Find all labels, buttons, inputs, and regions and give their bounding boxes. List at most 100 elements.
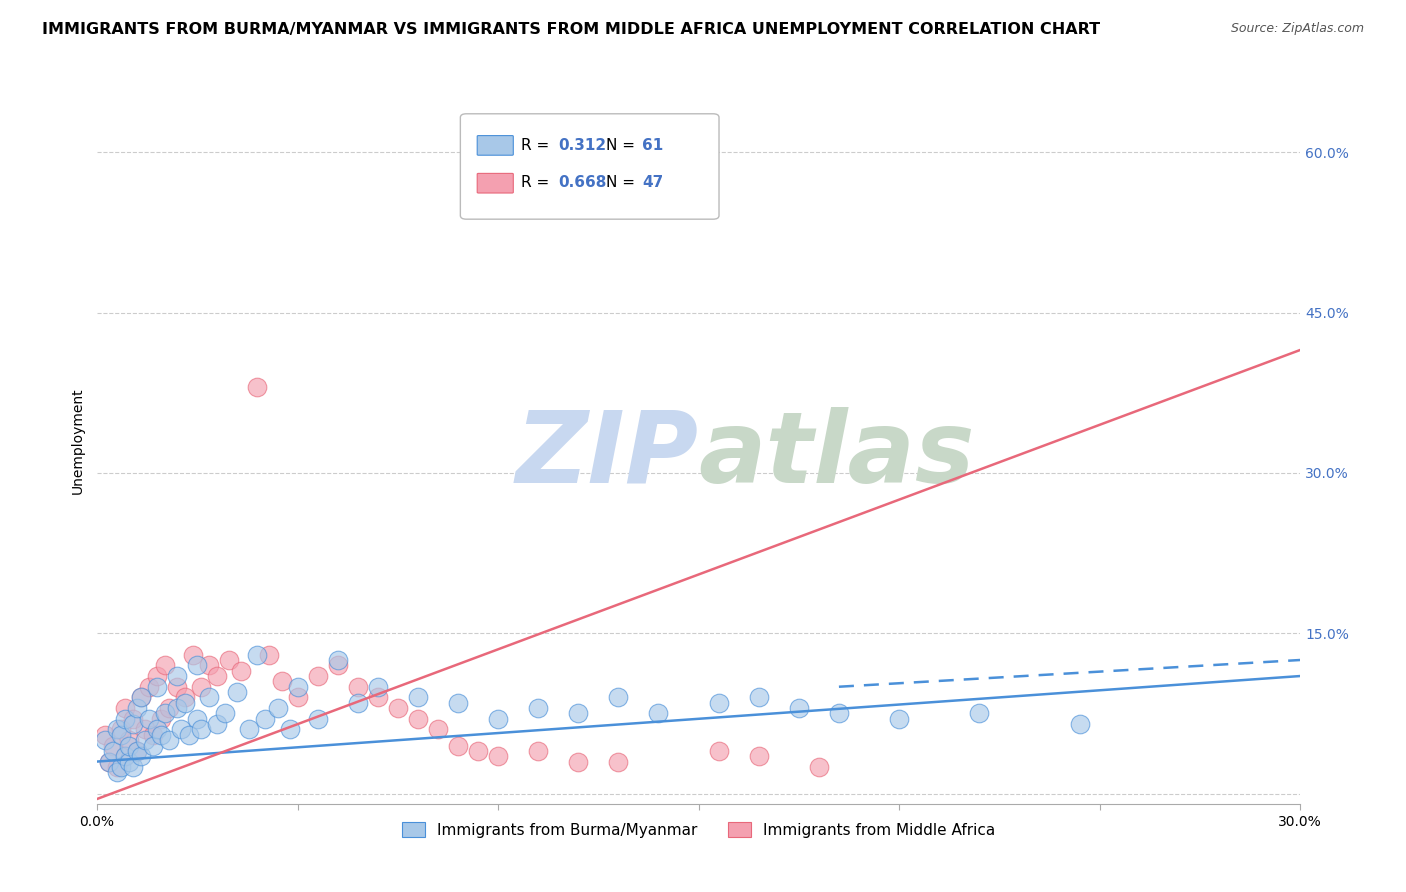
Point xyxy=(326,653,349,667)
Point xyxy=(114,749,136,764)
Point xyxy=(278,723,301,737)
Point xyxy=(287,690,309,705)
Point xyxy=(142,739,165,753)
Point xyxy=(94,728,117,742)
Point xyxy=(127,701,149,715)
Point xyxy=(527,701,550,715)
Point xyxy=(170,723,193,737)
Point xyxy=(118,733,141,747)
Point xyxy=(367,680,389,694)
Point xyxy=(346,680,368,694)
Point xyxy=(155,706,177,721)
Point xyxy=(198,690,221,705)
Point xyxy=(346,696,368,710)
Point xyxy=(270,674,292,689)
Text: 61: 61 xyxy=(643,137,664,153)
Point xyxy=(647,706,669,721)
Point xyxy=(259,648,281,662)
Point xyxy=(1069,717,1091,731)
Point xyxy=(98,755,121,769)
Point xyxy=(179,728,201,742)
Point xyxy=(105,723,128,737)
Point xyxy=(307,712,329,726)
Point xyxy=(122,717,145,731)
Point xyxy=(307,669,329,683)
Point xyxy=(214,706,236,721)
Point xyxy=(186,658,208,673)
Point xyxy=(134,723,156,737)
Text: 0.668: 0.668 xyxy=(558,176,606,190)
Point xyxy=(150,728,173,742)
Text: N =: N = xyxy=(606,176,640,190)
Point xyxy=(166,669,188,683)
Point xyxy=(122,712,145,726)
Point xyxy=(110,760,132,774)
Text: ZIP: ZIP xyxy=(516,407,699,504)
Point xyxy=(607,755,630,769)
Point xyxy=(406,690,429,705)
Point xyxy=(707,696,730,710)
Point xyxy=(486,749,509,764)
Text: R =: R = xyxy=(520,137,554,153)
Point xyxy=(218,653,240,667)
Point xyxy=(155,658,177,673)
FancyBboxPatch shape xyxy=(477,173,513,193)
Point xyxy=(887,712,910,726)
Point xyxy=(447,739,470,753)
Text: Source: ZipAtlas.com: Source: ZipAtlas.com xyxy=(1230,22,1364,36)
Point xyxy=(138,712,160,726)
Point xyxy=(748,690,770,705)
Point xyxy=(198,658,221,673)
Point xyxy=(748,749,770,764)
Point xyxy=(122,760,145,774)
Point xyxy=(105,765,128,780)
Point xyxy=(207,717,229,731)
Point xyxy=(246,648,269,662)
Point xyxy=(94,733,117,747)
Point xyxy=(101,744,124,758)
Point xyxy=(127,744,149,758)
Text: 47: 47 xyxy=(643,176,664,190)
Point xyxy=(166,680,188,694)
Point xyxy=(246,380,269,394)
Point xyxy=(101,739,124,753)
Point xyxy=(231,664,253,678)
Point xyxy=(150,712,173,726)
Point xyxy=(134,733,156,747)
Point xyxy=(254,712,277,726)
Text: IMMIGRANTS FROM BURMA/MYANMAR VS IMMIGRANTS FROM MIDDLE AFRICA UNEMPLOYMENT CORR: IMMIGRANTS FROM BURMA/MYANMAR VS IMMIGRA… xyxy=(42,22,1101,37)
Point xyxy=(807,760,830,774)
Point xyxy=(105,760,128,774)
Text: atlas: atlas xyxy=(699,407,976,504)
Y-axis label: Unemployment: Unemployment xyxy=(72,387,86,494)
Point xyxy=(98,755,121,769)
Point xyxy=(127,744,149,758)
Point xyxy=(146,723,169,737)
FancyBboxPatch shape xyxy=(460,114,718,219)
Point xyxy=(157,733,180,747)
Point xyxy=(181,648,204,662)
Point xyxy=(238,723,260,737)
Point xyxy=(447,696,470,710)
Point xyxy=(266,701,288,715)
Point xyxy=(190,723,212,737)
FancyBboxPatch shape xyxy=(477,136,513,155)
Point xyxy=(129,690,152,705)
Legend: Immigrants from Burma/Myanmar, Immigrants from Middle Africa: Immigrants from Burma/Myanmar, Immigrant… xyxy=(395,815,1001,844)
Point xyxy=(607,690,630,705)
Point xyxy=(190,680,212,694)
Point xyxy=(157,701,180,715)
Point xyxy=(118,739,141,753)
Point xyxy=(787,701,810,715)
Point xyxy=(828,706,851,721)
Point xyxy=(406,712,429,726)
Point xyxy=(567,755,589,769)
Point xyxy=(467,744,489,758)
Point xyxy=(129,749,152,764)
Point xyxy=(118,755,141,769)
Point xyxy=(707,744,730,758)
Point xyxy=(174,696,197,710)
Point xyxy=(486,712,509,726)
Point xyxy=(387,701,409,715)
Point xyxy=(138,680,160,694)
